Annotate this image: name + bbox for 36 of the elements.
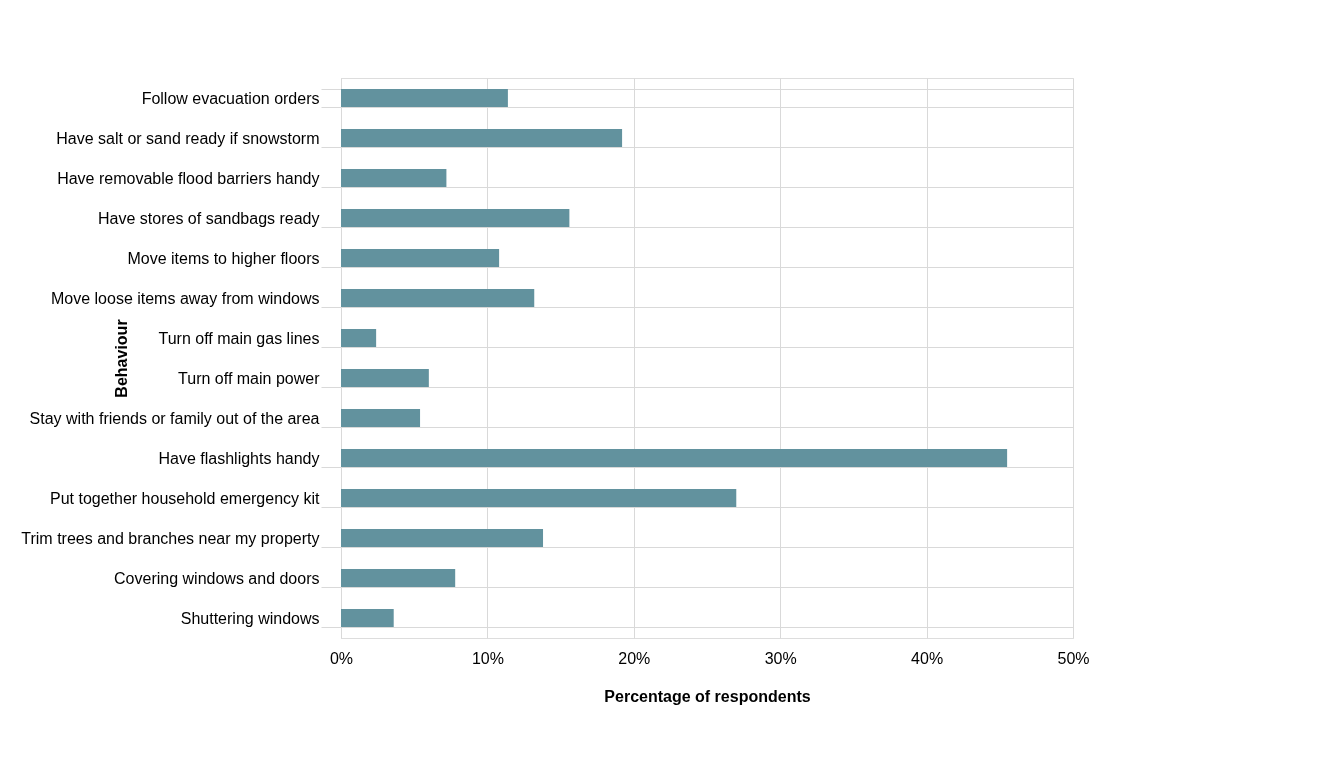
bar xyxy=(341,449,1008,467)
y-tick-label: Turn off main power xyxy=(178,369,321,387)
bar xyxy=(341,129,623,147)
bar xyxy=(341,569,456,587)
y-axis-title: Behaviour xyxy=(112,319,130,398)
bar xyxy=(341,329,377,347)
bar xyxy=(341,489,737,507)
bar xyxy=(341,169,447,187)
bar xyxy=(341,249,500,267)
bar xyxy=(341,409,421,427)
y-tick-label: Trim trees and branches near my property xyxy=(21,529,320,547)
y-tick-label: Have flashlights handy xyxy=(158,449,320,467)
x-tick-label: 30% xyxy=(764,649,797,667)
bar xyxy=(341,609,394,627)
y-tick-label: Move items to higher floors xyxy=(127,249,320,267)
x-tick-label: 40% xyxy=(911,649,944,667)
bar xyxy=(341,529,544,547)
y-tick-label: Shuttering windows xyxy=(180,609,320,627)
y-tick-label: Follow evacuation orders xyxy=(141,89,320,107)
y-tick-label: Have stores of sandbags ready xyxy=(98,209,320,227)
y-tick-label: Move loose items away from windows xyxy=(50,289,320,307)
x-axis-title: Percentage of respondents xyxy=(604,687,811,705)
bar xyxy=(341,289,535,307)
x-tick-label: 50% xyxy=(1057,649,1090,667)
x-tick-label: 0% xyxy=(329,649,354,667)
x-tick-label: 10% xyxy=(471,649,504,667)
bar xyxy=(341,209,570,227)
y-tick-label: Have removable flood barriers handy xyxy=(57,169,320,187)
bar xyxy=(341,369,429,387)
y-tick-label: Put together household emergency kit xyxy=(50,489,321,507)
y-tick-label: Turn off main gas lines xyxy=(158,329,320,347)
x-tick-label: 20% xyxy=(618,649,651,667)
bar xyxy=(341,89,508,107)
y-tick-label: Covering windows and doors xyxy=(114,569,320,587)
y-tick-label: Stay with friends or family out of the area xyxy=(29,409,320,427)
y-tick-label: Have salt or sand ready if snowstorm xyxy=(56,129,320,147)
